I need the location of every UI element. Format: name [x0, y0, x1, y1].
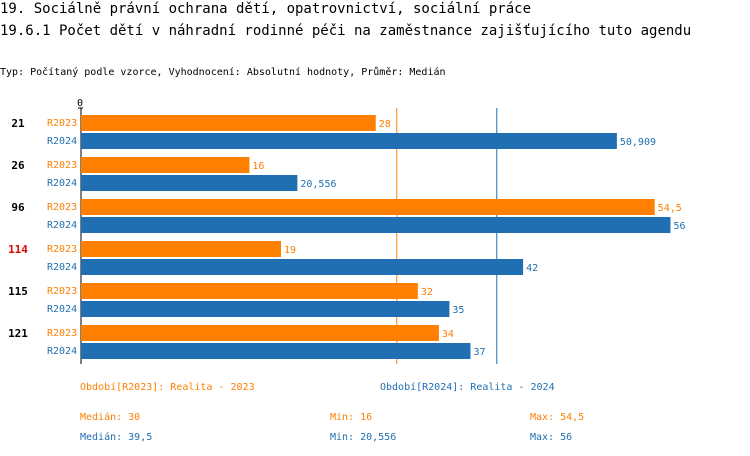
- data-label: 28: [379, 119, 391, 130]
- data-label: 19: [284, 245, 296, 256]
- category-label: 114: [8, 243, 28, 256]
- data-label: 16: [252, 161, 264, 172]
- stat-r2024-min: Min: 20,556: [330, 432, 397, 443]
- bar-r2023: [81, 157, 250, 173]
- category-label: 121: [8, 327, 28, 340]
- chart-subtitle: Typ: Počítaný podle vzorce, Vyhodnocení:…: [0, 67, 446, 78]
- value-axis-tick-label: 0: [77, 98, 83, 109]
- series-label: R2024: [47, 346, 77, 357]
- data-label: 42: [526, 263, 538, 274]
- series-label: R2024: [47, 304, 77, 315]
- category-label: 21: [11, 117, 25, 130]
- series-label: R2024: [47, 262, 77, 273]
- series-label: R2023: [47, 202, 77, 213]
- series-label: R2024: [47, 220, 77, 231]
- series-label: R2023: [47, 118, 77, 129]
- bar-r2023: [81, 241, 281, 257]
- data-label: 20,556: [300, 179, 336, 190]
- legend-r2023: Období[R2023]: Realita - 2023: [80, 382, 255, 393]
- bar-r2024: [81, 217, 671, 233]
- stat-r2024-max: Max: 56: [530, 432, 573, 443]
- category-label: 115: [8, 285, 28, 298]
- bar-r2023: [81, 325, 439, 341]
- series-label: R2023: [47, 244, 77, 255]
- stat-r2023-median: Medián: 30: [80, 412, 141, 423]
- category-label: 96: [11, 201, 25, 214]
- bar-r2024: [81, 301, 450, 317]
- data-label: 35: [452, 305, 464, 316]
- series-label: R2024: [47, 136, 77, 147]
- chart-title-line1: 19. Sociálně právní ochrana dětí, opatro…: [0, 1, 532, 17]
- data-label: 54,5: [658, 203, 682, 214]
- stat-r2024-median: Medián: 39,5: [80, 432, 153, 443]
- bar-r2023: [81, 283, 418, 299]
- data-label: 37: [473, 347, 485, 358]
- series-label: R2023: [47, 286, 77, 297]
- category-label: 26: [11, 159, 25, 172]
- bar-r2024: [81, 175, 298, 191]
- bar-chart: 0 21 R2023 28 R2024 50,909 26 R2023 16 R2024 20,55…: [8, 98, 686, 364]
- series-label: R2023: [47, 328, 77, 339]
- bar-r2024: [81, 133, 617, 149]
- data-label: 56: [673, 221, 685, 232]
- series-label: R2023: [47, 160, 77, 171]
- series-label: R2024: [47, 178, 77, 189]
- bar-r2023: [81, 115, 376, 131]
- legend-r2024: Období[R2024]: Realita - 2024: [380, 382, 555, 393]
- data-label: 34: [442, 329, 454, 340]
- data-label: 50,909: [620, 137, 656, 148]
- data-label: 32: [421, 287, 433, 298]
- bar-r2023: [81, 199, 655, 215]
- bar-r2024: [81, 343, 471, 359]
- chart-title-line2: 19.6.1 Počet dětí v náhradní rodinné péč…: [0, 23, 692, 39]
- bar-r2024: [81, 259, 524, 275]
- stat-r2023-min: Min: 16: [330, 412, 373, 423]
- stat-r2023-max: Max: 54,5: [530, 412, 585, 423]
